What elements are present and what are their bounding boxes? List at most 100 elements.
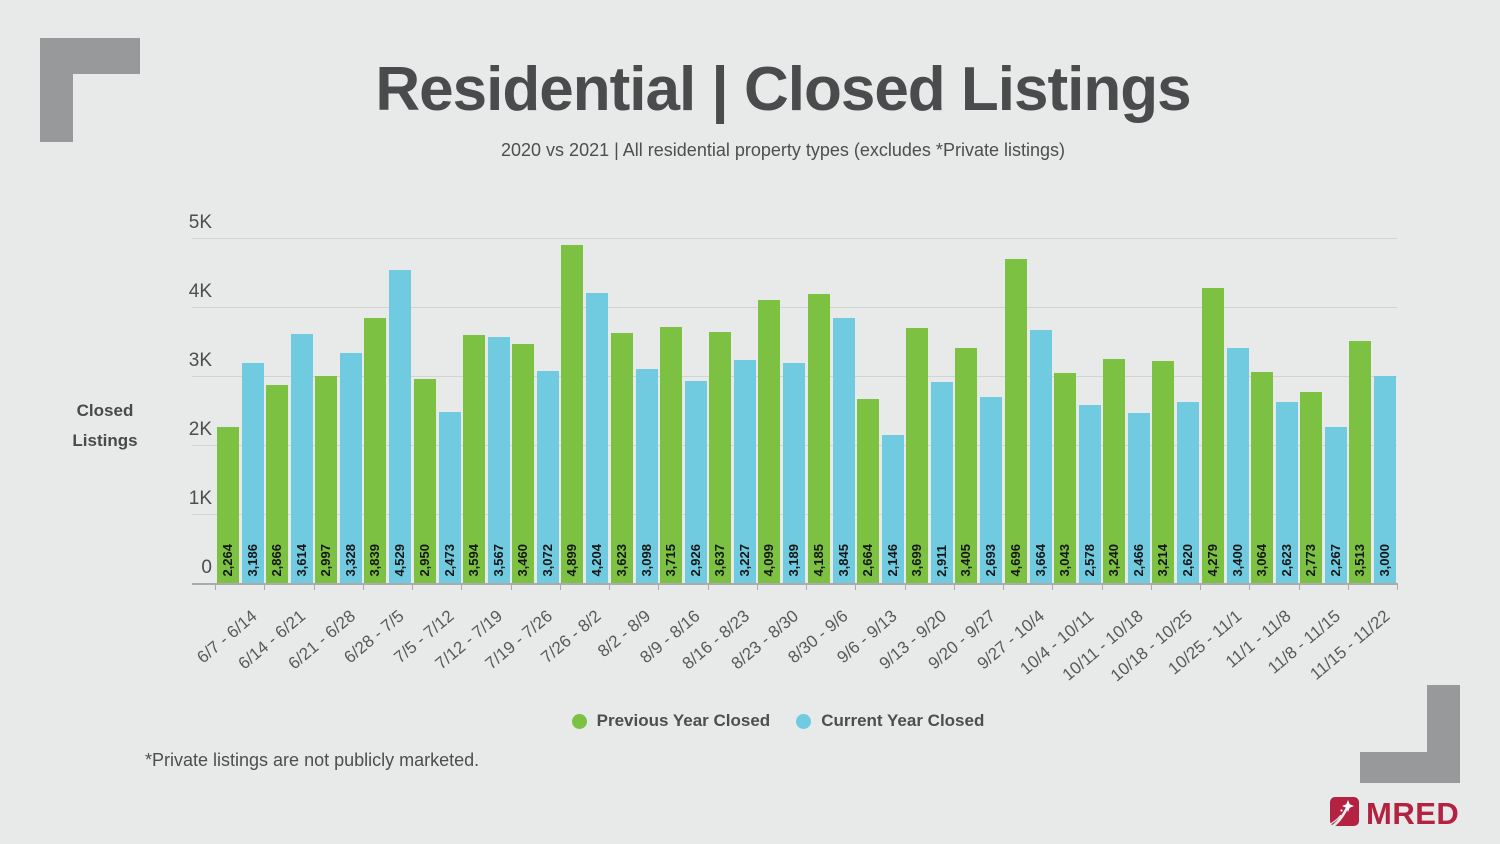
bar-curr [635, 369, 658, 583]
x-axis-tick [1347, 583, 1349, 590]
bar-value-label: 4,696 [1007, 544, 1023, 577]
x-axis-tick [658, 583, 660, 590]
bar-value-label: 3,186 [244, 544, 260, 577]
bar-prev [955, 348, 978, 583]
bar-curr [537, 371, 559, 583]
bar-value-label: 2,466 [1131, 544, 1146, 577]
bar-value-label: 3,664 [1032, 544, 1048, 577]
bar-curr [931, 382, 953, 583]
x-axis-tick [264, 583, 266, 590]
bar-curr [1029, 330, 1052, 583]
bar-value-label: 4,279 [1204, 544, 1220, 577]
x-axis-tick [412, 583, 413, 590]
bar-value-label: 2,620 [1180, 544, 1196, 577]
bar-prev [315, 376, 337, 583]
bar-curr [1128, 412, 1150, 583]
bar-prev [1349, 340, 1372, 583]
y-axis-title: Closed Listings [52, 396, 158, 456]
x-axis-tick [609, 583, 610, 590]
bar-curr [1177, 402, 1200, 583]
bar-prev [512, 344, 534, 583]
bar-value-label: 3,064 [1253, 544, 1269, 577]
bar-value-label: 2,264 [219, 544, 235, 577]
bar-prev [462, 335, 485, 583]
legend-item-current-year: Current Year Closed [796, 711, 984, 731]
bar-prev [413, 379, 436, 583]
header: Residential | Closed Listings 2020 vs 20… [66, 0, 1500, 161]
bar-curr [438, 412, 461, 583]
bar-value-label: 3,839 [367, 544, 383, 577]
x-axis-tick [1150, 583, 1152, 590]
bar-value-label: 3,623 [613, 544, 629, 577]
x-axis-tick [707, 583, 709, 590]
bar-value-label: 3,000 [1377, 544, 1393, 577]
bar-prev [807, 294, 830, 583]
mred-logo-icon [1325, 795, 1360, 832]
corner-bracket-bottom-right [1360, 685, 1460, 783]
y-axis-title-line2: Listings [72, 431, 138, 450]
bar-value-label: 2,623 [1278, 544, 1294, 577]
bar-value-label: 3,567 [490, 544, 506, 577]
bar-value-label: 2,267 [1328, 544, 1343, 577]
bar-value-label: 2,473 [441, 544, 457, 577]
bar-value-label: 2,911 [934, 545, 949, 577]
bar-prev [659, 326, 682, 583]
bar-prev [856, 399, 879, 583]
bar-value-label: 3,460 [515, 544, 530, 577]
bar-value-label: 2,773 [1303, 544, 1318, 577]
legend-item-previous-year: Previous Year Closed [571, 711, 770, 731]
bar-curr [1275, 402, 1298, 583]
chart-legend: Previous Year Closed Current Year Closed [56, 711, 1500, 731]
bar-value-label: 3,227 [737, 544, 752, 577]
bar-curr [1325, 426, 1347, 583]
x-axis-tick [953, 583, 955, 590]
x-axis-tick [1200, 583, 1201, 590]
private-listings-footnote: *Private listings are not publicly marke… [145, 750, 480, 770]
bar-prev [610, 333, 633, 583]
x-axis-tick [1003, 583, 1004, 590]
bar-prev [1053, 373, 1076, 583]
bar-prev [1152, 361, 1175, 583]
bar-value-label: 3,189 [786, 544, 802, 577]
x-axis-tick [362, 583, 364, 590]
y-tick-label: 5K [188, 212, 212, 233]
x-axis-tick [1397, 583, 1398, 590]
x-axis-tick [1249, 583, 1251, 590]
bar-prev [265, 385, 288, 583]
x-axis-tick [510, 583, 512, 590]
bar-value-label: 2,693 [983, 544, 999, 577]
bar-value-label: 2,578 [1081, 544, 1097, 577]
bar-prev [758, 300, 781, 583]
gridline-5K [192, 238, 1397, 239]
bar-value-label: 2,926 [687, 544, 703, 577]
bar-prev [1103, 359, 1125, 583]
bar-curr [1078, 405, 1101, 583]
bar-value-label: 2,950 [416, 544, 432, 577]
bar-value-label: 3,513 [1352, 544, 1368, 577]
bar-value-label: 3,240 [1106, 544, 1121, 577]
bar-prev [709, 332, 731, 583]
y-tick-label: 1K [188, 488, 212, 509]
mred-logo-text: MRED [1366, 795, 1460, 831]
y-tick-label: 0 [201, 557, 212, 578]
gridline-0 [192, 583, 1397, 585]
bar-prev [1201, 287, 1224, 583]
bar-prev [906, 327, 928, 583]
page-title: Residential | Closed Listings [375, 55, 1191, 124]
bar-curr [881, 434, 904, 583]
corner-bracket-top-left [40, 38, 140, 142]
x-axis-tick [1101, 583, 1103, 590]
bar-value-label: 2,866 [268, 544, 284, 577]
bar-prev [1250, 371, 1273, 583]
bar-value-label: 3,405 [958, 544, 974, 577]
x-axis-tick [855, 583, 857, 590]
x-axis-tick [313, 583, 315, 590]
gridline-4K [192, 307, 1397, 308]
bar-value-label: 3,072 [540, 544, 555, 577]
y-tick-label: 2K [188, 419, 212, 440]
bar-value-label: 3,715 [662, 544, 678, 577]
x-axis-tick [559, 583, 561, 590]
bar-curr [586, 292, 609, 583]
